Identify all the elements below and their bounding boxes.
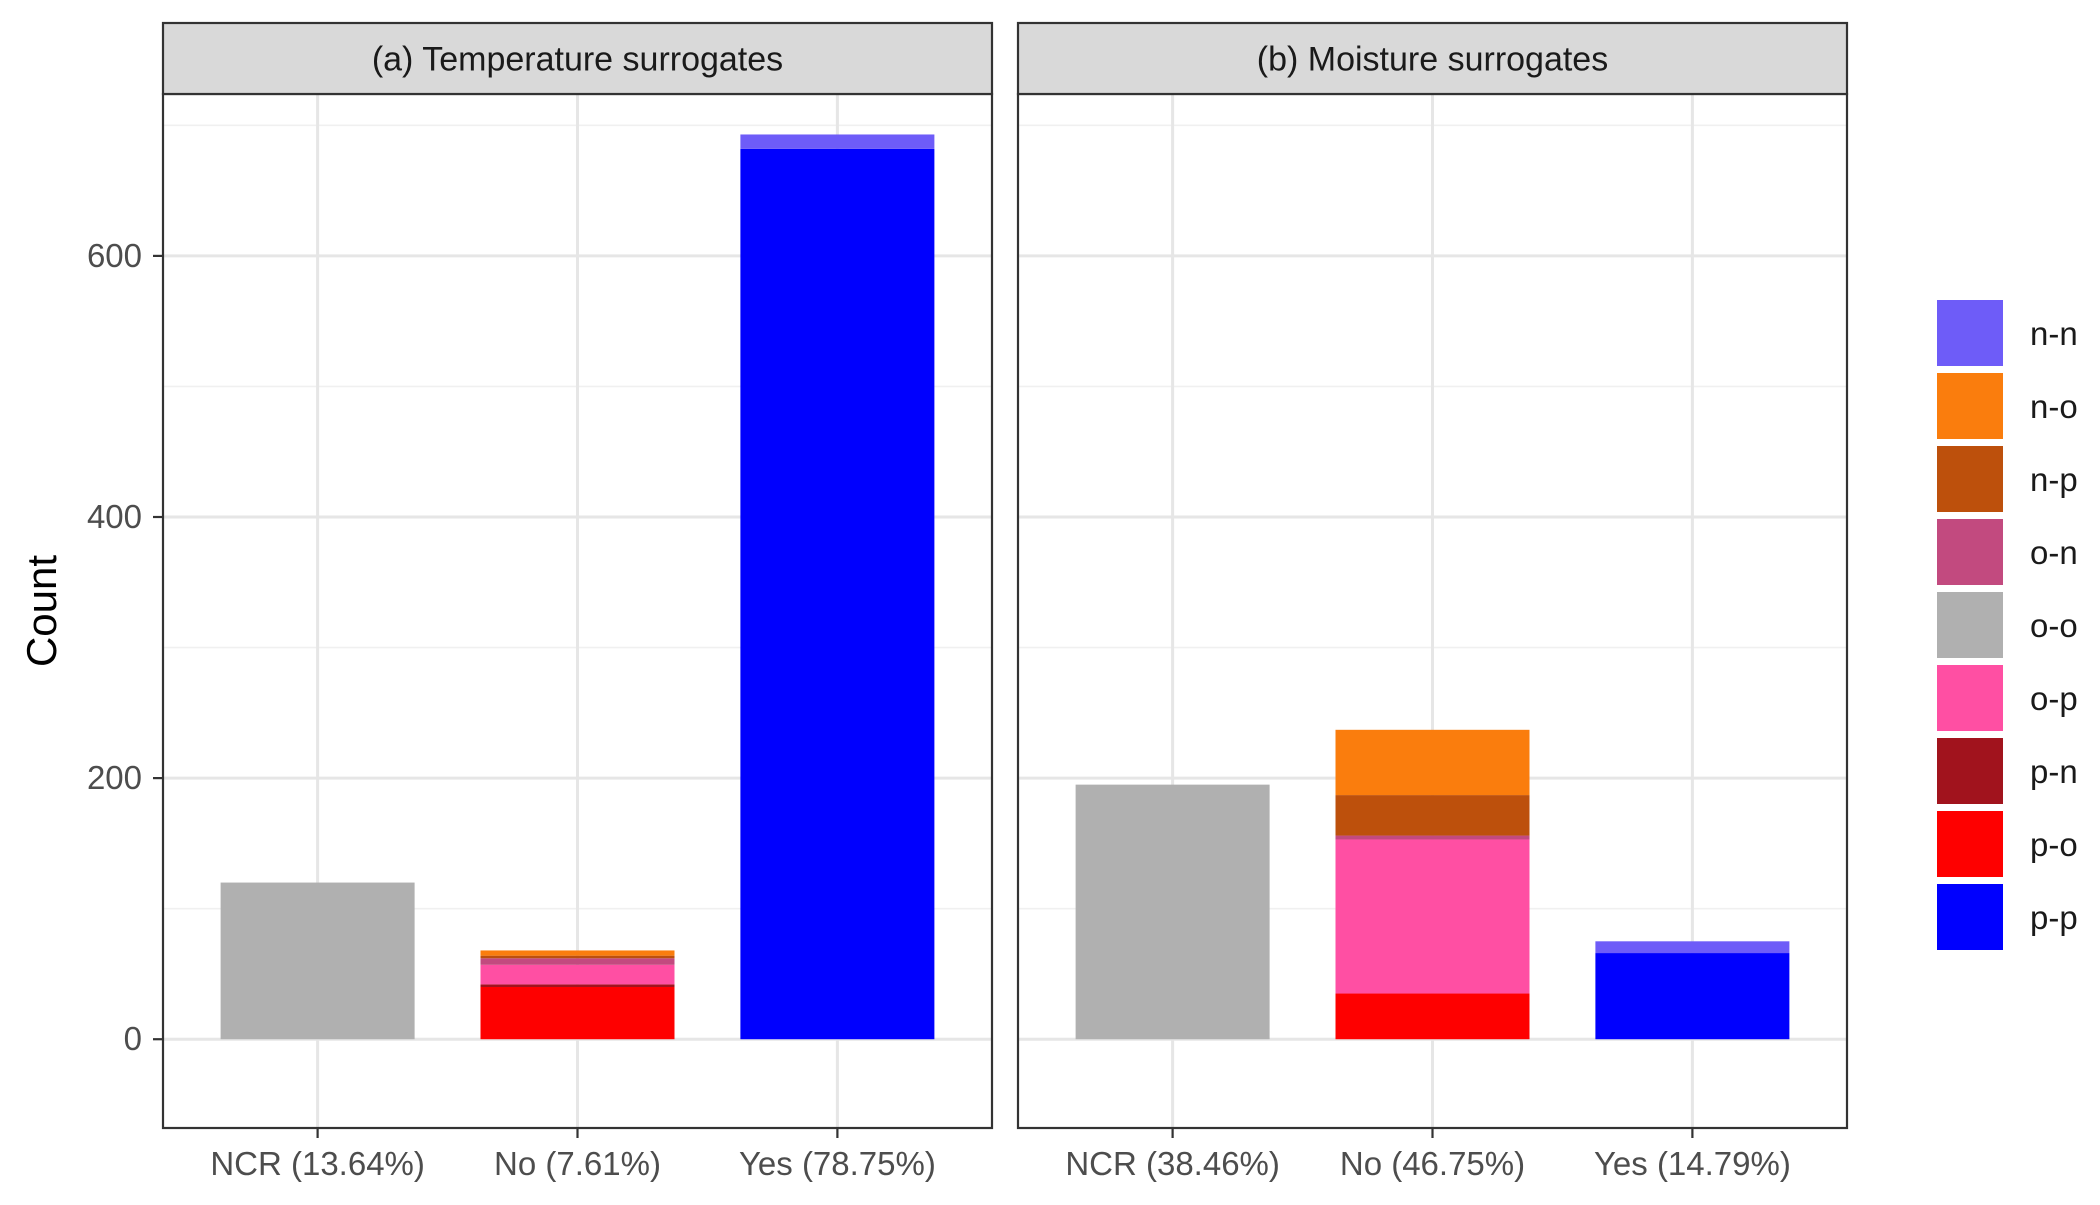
- bar-segment-p-o: [1335, 993, 1530, 1040]
- x-tick-label: No (46.75%): [1340, 1145, 1525, 1182]
- panel-b: (b) Moisture surrogates NCR (38.46%) No (4…: [1016, 21, 1849, 1182]
- legend-key-n-p: [1937, 446, 2003, 512]
- legend-key-o-o: [1937, 592, 2003, 658]
- bar-segment-n-p: [480, 955, 675, 959]
- legend-label-n-p: n-p: [2030, 461, 2078, 498]
- legend-key-o-p: [1937, 665, 2003, 731]
- bar-segment-o-p: [480, 964, 675, 985]
- legend-label-p-o: p-o: [2030, 826, 2078, 863]
- bar-segment-o-p: [1335, 839, 1530, 994]
- y-axis-title: Count: [18, 555, 65, 667]
- legend-key-o-n: [1937, 519, 2003, 585]
- bar-segment-o-n: [1335, 835, 1530, 840]
- x-tick-label: No (7.61%): [494, 1145, 661, 1182]
- bar-segment-n-o: [480, 950, 675, 956]
- bar-segment-o-n: [480, 958, 675, 965]
- legend-label-o-o: o-o: [2030, 607, 2078, 644]
- x-tick-label: NCR (13.64%): [210, 1145, 425, 1182]
- legend-label-o-n: o-n: [2030, 534, 2078, 571]
- bar-segment-n-n: [740, 134, 935, 149]
- legend-key-n-n: [1937, 300, 2003, 366]
- bar-segment-o-o: [1075, 784, 1270, 1040]
- legend-key-p-p: [1937, 884, 2003, 950]
- x-tick-label: NCR (38.46%): [1065, 1145, 1280, 1182]
- bar-segment-n-p: [1335, 795, 1530, 836]
- legend-key-n-o: [1937, 373, 2003, 439]
- legend-label-p-n: p-n: [2030, 753, 2078, 790]
- bar-segment-p-o: [480, 987, 675, 1040]
- bar-segment-n-o: [1335, 729, 1530, 796]
- legend: n-n n-o n-p o-n o-o o-p p-n p-o p-p: [1937, 300, 2078, 950]
- y-tick-label: 600: [87, 237, 142, 274]
- legend-key-p-o: [1937, 811, 2003, 877]
- x-tick-label: Yes (78.75%): [739, 1145, 936, 1182]
- bar-segment-p-n: [480, 984, 675, 987]
- bar-segment-p-p: [1595, 953, 1790, 1040]
- legend-key-p-n: [1937, 738, 2003, 804]
- facet-strip-title: (a) Temperature surrogates: [372, 41, 783, 79]
- bar-segment-p-p: [740, 148, 935, 1040]
- x-tick-label: Yes (14.79%): [1594, 1145, 1791, 1182]
- y-axis: 0 200 400 600: [87, 237, 163, 1057]
- y-tick-label: 200: [87, 759, 142, 796]
- legend-label-p-p: p-p: [2030, 899, 2078, 936]
- facet-strip: [1016, 21, 1849, 96]
- bar-segment-n-n: [1595, 941, 1790, 954]
- facet-strip-title: (b) Moisture surrogates: [1257, 41, 1608, 79]
- y-tick-label: 0: [124, 1020, 142, 1057]
- bar-segment-o-o: [220, 882, 415, 1040]
- facet-strip: [161, 21, 994, 96]
- y-tick-label: 400: [87, 498, 142, 535]
- legend-label-n-n: n-n: [2030, 315, 2078, 352]
- legend-label-o-p: o-p: [2030, 680, 2078, 717]
- legend-label-n-o: n-o: [2030, 388, 2078, 425]
- panel-a: (a) Temperature surrogates NCR (13.64%) No…: [161, 21, 994, 1182]
